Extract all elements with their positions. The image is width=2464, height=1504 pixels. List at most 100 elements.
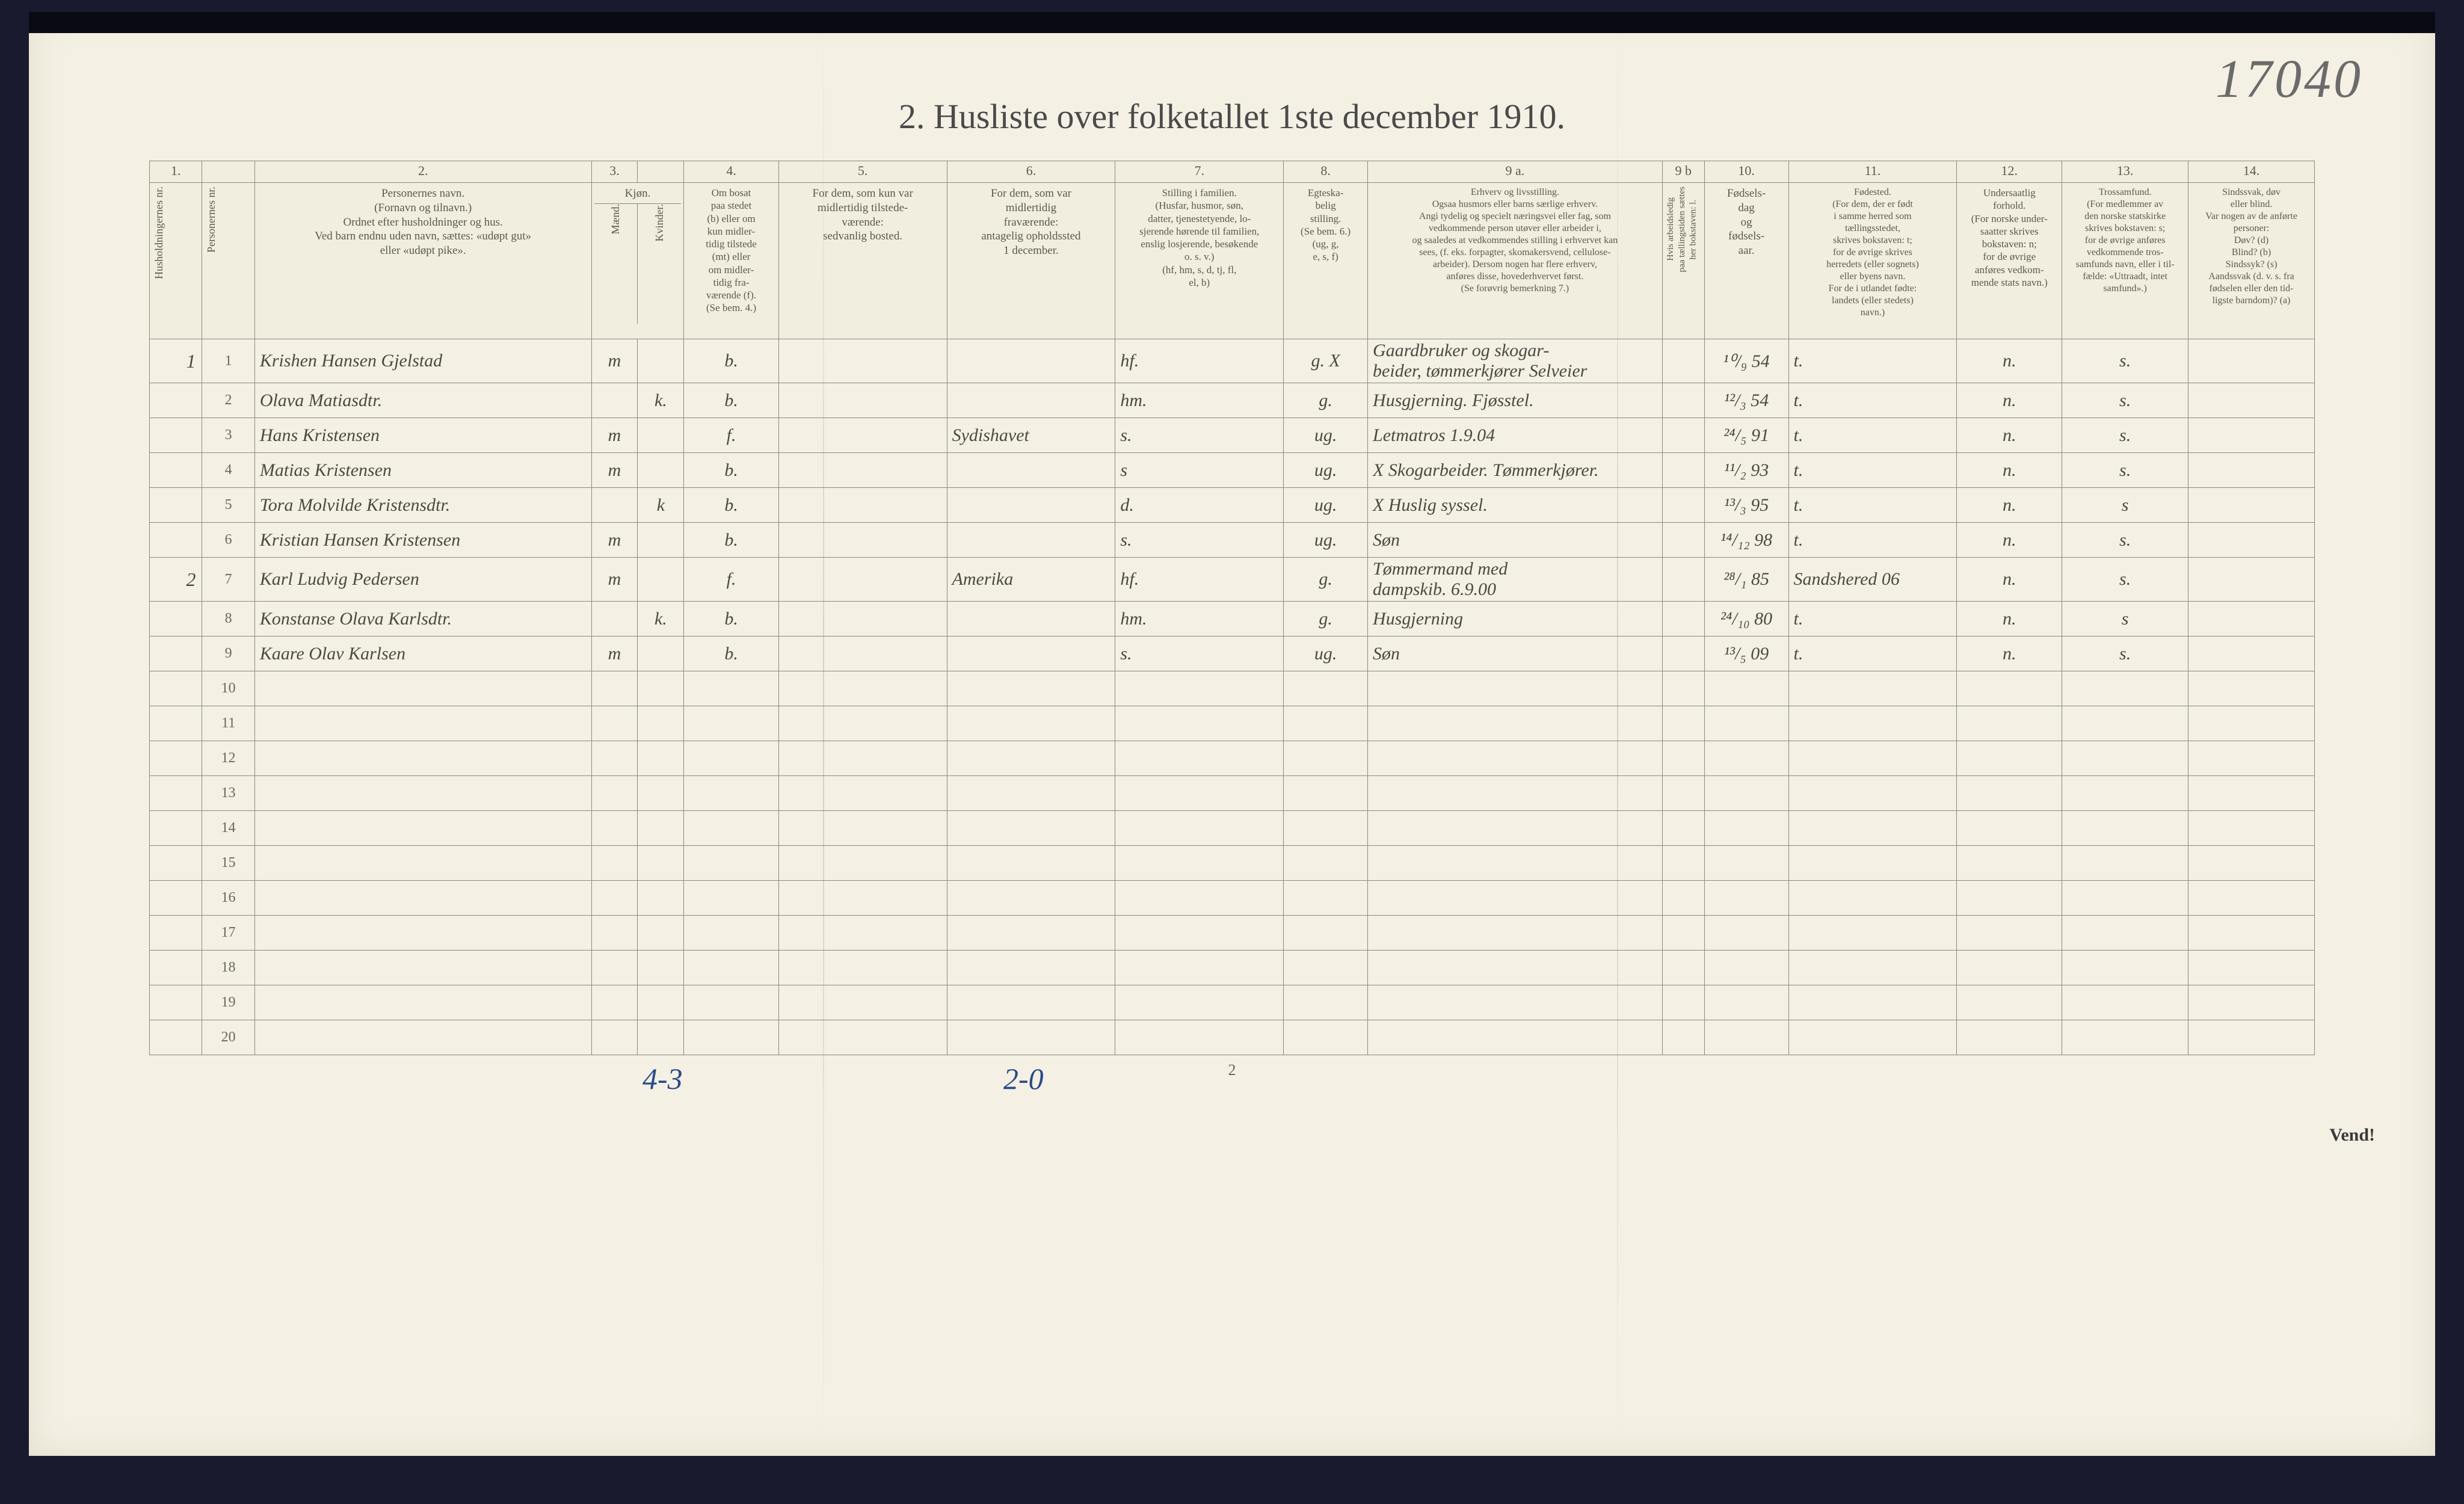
cell — [684, 741, 778, 776]
cell — [1662, 523, 1704, 558]
cell — [947, 881, 1115, 916]
cell — [947, 985, 1115, 1020]
cell — [591, 881, 638, 916]
cell — [2188, 418, 2315, 453]
cell — [254, 1020, 591, 1055]
cell — [1115, 951, 1284, 985]
cell — [2188, 602, 2315, 636]
cell — [1284, 1020, 1368, 1055]
header-trossamfund: Trossamfund. (For medlemmer av den norsk… — [2062, 183, 2188, 339]
header-fodselsdag: Fødsels- dag og fødsels- aar. — [1704, 183, 1788, 339]
cell — [778, 741, 947, 776]
cell — [947, 453, 1115, 488]
cell — [1284, 671, 1368, 706]
table-row: 17 — [150, 916, 2315, 951]
cell: g. — [1284, 383, 1368, 418]
cell — [254, 881, 591, 916]
cell — [150, 985, 202, 1020]
cell — [638, 811, 684, 846]
cell — [1115, 741, 1284, 776]
cell — [254, 951, 591, 985]
cell — [638, 453, 684, 488]
cell — [638, 951, 684, 985]
cell — [1788, 846, 1957, 881]
cell — [150, 671, 202, 706]
cell: ug. — [1284, 418, 1368, 453]
cell — [150, 418, 202, 453]
cell: Konstanse Olava Karlsdtr. — [254, 602, 591, 636]
cell — [2188, 811, 2315, 846]
cell — [1957, 671, 2062, 706]
cell: g. X — [1284, 339, 1368, 383]
cell — [150, 636, 202, 671]
cell: 5 — [202, 488, 254, 523]
cell — [2188, 558, 2315, 602]
cell — [638, 671, 684, 706]
cell: 20 — [202, 1020, 254, 1055]
cell — [2062, 985, 2188, 1020]
table-row: 20 — [150, 1020, 2315, 1055]
column-number: 8. — [1284, 161, 1368, 183]
cell: 6 — [202, 523, 254, 558]
cell — [254, 985, 591, 1020]
cell — [947, 811, 1115, 846]
cell: s. — [2062, 523, 2188, 558]
table-row: 16 — [150, 881, 2315, 916]
cell: f. — [684, 558, 778, 602]
cell — [778, 951, 947, 985]
cell — [1957, 1020, 2062, 1055]
cell — [2188, 706, 2315, 741]
cell — [591, 1020, 638, 1055]
cell — [1704, 776, 1788, 811]
cell: s — [1115, 453, 1284, 488]
cell — [2062, 846, 2188, 881]
cell: 1 — [150, 339, 202, 383]
cell: s. — [2062, 418, 2188, 453]
cell — [591, 706, 638, 741]
column-number: 5. — [778, 161, 947, 183]
header-person-nr: Personernes nr. — [202, 183, 254, 339]
table-row: 3Hans Kristensenmf.Sydishavets.ug.Letmat… — [150, 418, 2315, 453]
cell — [1662, 776, 1704, 811]
cell: Hans Kristensen — [254, 418, 591, 453]
cell — [591, 671, 638, 706]
cell — [638, 846, 684, 881]
header-navn: Personernes navn. (Fornavn og tilnavn.) … — [254, 183, 591, 339]
cell — [150, 916, 202, 951]
cell: b. — [684, 339, 778, 383]
cell — [684, 811, 778, 846]
cell — [1788, 811, 1957, 846]
cell: m — [591, 636, 638, 671]
cell: t. — [1788, 636, 1957, 671]
cell — [778, 776, 947, 811]
cell — [1662, 488, 1704, 523]
cell: ug. — [1284, 488, 1368, 523]
cell — [150, 951, 202, 985]
cell — [2062, 706, 2188, 741]
cell: t. — [1788, 602, 1957, 636]
cell: b. — [684, 383, 778, 418]
column-number: 10. — [1704, 161, 1788, 183]
table-row: 12 — [150, 741, 2315, 776]
cell: ²⁴/₅ 91 — [1704, 418, 1788, 453]
column-number-row: 1.2.3.4.5.6.7.8.9 a.9 b10.11.12.13.14. — [150, 161, 2315, 183]
fold-line — [823, 12, 824, 1456]
cell — [638, 636, 684, 671]
cell: m — [591, 453, 638, 488]
cell — [1704, 846, 1788, 881]
cell — [1788, 741, 1957, 776]
column-number: 4. — [684, 161, 778, 183]
cell — [1662, 453, 1704, 488]
cell: Sydishavet — [947, 418, 1115, 453]
cell — [2062, 776, 2188, 811]
cell: Amerika — [947, 558, 1115, 602]
cell — [591, 811, 638, 846]
header-sindssvak: Sindssvak, døv eller blind. Var nogen av… — [2188, 183, 2315, 339]
cell — [2188, 636, 2315, 671]
cell: t. — [1788, 453, 1957, 488]
cell — [150, 1020, 202, 1055]
cell — [638, 741, 684, 776]
cell — [1704, 706, 1788, 741]
cell — [2062, 671, 2188, 706]
cell — [1788, 776, 1957, 811]
